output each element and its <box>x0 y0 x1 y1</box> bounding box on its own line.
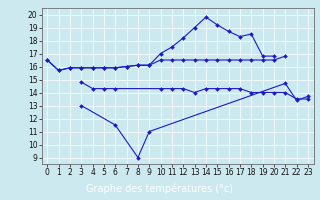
Text: Graphe des températures (°c): Graphe des températures (°c) <box>86 183 234 194</box>
